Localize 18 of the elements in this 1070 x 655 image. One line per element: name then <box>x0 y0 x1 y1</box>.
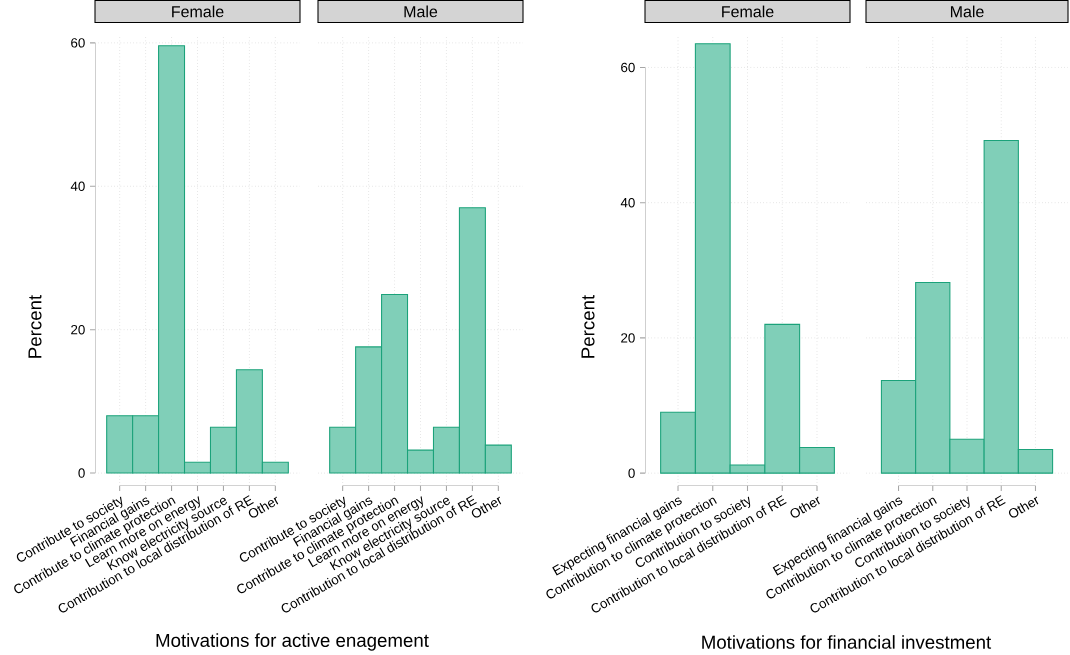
y-tick-label: 60 <box>621 62 635 73</box>
y-tick-label: 40 <box>70 181 85 191</box>
x-tick-label: Other <box>1008 496 1039 518</box>
chart-title: Male <box>950 5 984 18</box>
chart-title: Male <box>404 5 438 18</box>
y-tick-label: 20 <box>621 333 635 343</box>
x-tick-label: Other <box>790 496 820 518</box>
y-tick-label: 60 <box>71 38 85 48</box>
x-axis-title: Motivations for financial investment <box>702 635 992 649</box>
y-axis-title: Percent <box>28 294 42 358</box>
y-tick-label: 40 <box>620 197 635 208</box>
x-axis-title: Motivations for active enagement <box>156 633 429 651</box>
y-axis-title: Percent <box>581 294 595 358</box>
y-tick-label: 0 <box>628 468 635 478</box>
y-tick-label: 20 <box>71 324 85 335</box>
chart-title: Female <box>172 5 224 18</box>
chart-title: Female <box>722 5 774 18</box>
y-tick-label: 0 <box>78 468 85 478</box>
